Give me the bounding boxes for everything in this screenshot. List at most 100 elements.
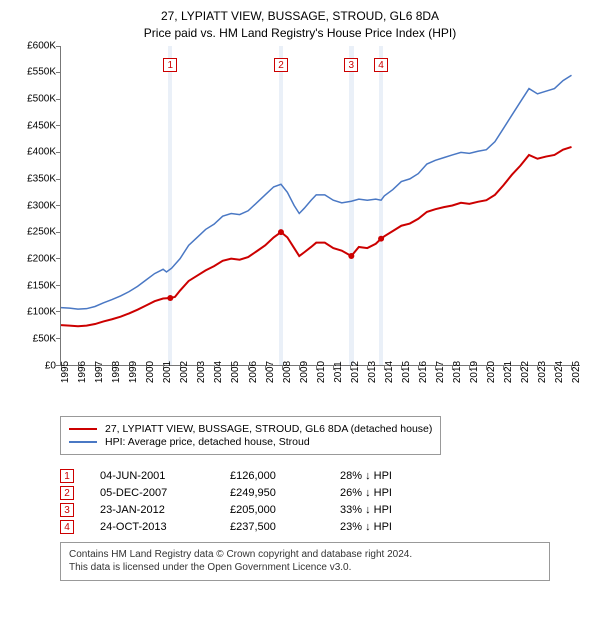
y-tick-label: £500K xyxy=(27,93,56,104)
y-tick-label: £350K xyxy=(27,173,56,184)
price-line xyxy=(61,147,572,326)
y-tick-mark xyxy=(56,258,61,259)
y-tick-mark xyxy=(56,99,61,100)
y-tick-label: £50K xyxy=(33,333,56,344)
x-tick-label: 2019 xyxy=(469,360,487,382)
x-tick-label: 2021 xyxy=(503,360,521,382)
tx-delta: 28% ↓ HPI xyxy=(340,470,430,482)
y-tick-mark xyxy=(56,338,61,339)
x-tick-label: 1996 xyxy=(77,360,95,382)
x-tick-label: 2009 xyxy=(299,360,317,382)
transactions-table: 1 04-JUN-2001 £126,000 28% ↓ HPI 2 05-DE… xyxy=(60,469,590,534)
tx-price: £126,000 xyxy=(230,470,340,482)
x-tick-label: 2001 xyxy=(162,360,180,382)
x-tick-label: 2006 xyxy=(248,360,266,382)
x-tick-label: 2007 xyxy=(265,360,283,382)
transaction-row: 4 24-OCT-2013 £237,500 23% ↓ HPI xyxy=(60,520,590,534)
page-container: 27, LYPIATT VIEW, BUSSAGE, STROUD, GL6 8… xyxy=(0,0,600,591)
chart-title-line1: 27, LYPIATT VIEW, BUSSAGE, STROUD, GL6 8… xyxy=(10,8,590,25)
tx-price: £237,500 xyxy=(230,521,340,533)
x-tick-label: 1997 xyxy=(94,360,112,382)
tx-marker-3: 3 xyxy=(60,503,74,517)
y-tick-label: £200K xyxy=(27,253,56,264)
legend-swatch-price xyxy=(69,428,97,430)
tx-marker-2: 2 xyxy=(60,486,74,500)
tx-date: 04-JUN-2001 xyxy=(100,470,230,482)
x-tick-label: 2025 xyxy=(571,360,589,382)
tx-delta: 33% ↓ HPI xyxy=(340,504,430,516)
x-tick-label: 2017 xyxy=(435,360,453,382)
x-tick-label: 2000 xyxy=(145,360,163,382)
x-axis-labels: 1995199619971998199920002001200220032004… xyxy=(60,366,580,390)
transaction-row: 2 05-DEC-2007 £249,950 26% ↓ HPI xyxy=(60,486,590,500)
chart-marker-4: 4 xyxy=(374,58,388,72)
x-tick-label: 2022 xyxy=(520,360,538,382)
x-tick-label: 2018 xyxy=(452,360,470,382)
x-tick-label: 2010 xyxy=(316,360,334,382)
plot-area: 1234 xyxy=(60,46,580,366)
transaction-row: 1 04-JUN-2001 £126,000 28% ↓ HPI xyxy=(60,469,590,483)
x-tick-label: 2008 xyxy=(282,360,300,382)
x-tick-label: 2015 xyxy=(401,360,419,382)
y-tick-label: £400K xyxy=(27,147,56,158)
legend-label-price: 27, LYPIATT VIEW, BUSSAGE, STROUD, GL6 8… xyxy=(105,423,432,435)
attribution-box: Contains HM Land Registry data © Crown c… xyxy=(60,542,550,581)
chart-area: £0£50K£100K£150K£200K£250K£300K£350K£400… xyxy=(60,46,580,386)
y-tick-mark xyxy=(56,311,61,312)
y-axis-labels: £0£50K£100K£150K£200K£250K£300K£350K£400… xyxy=(10,46,58,366)
tx-marker-4: 4 xyxy=(60,520,74,534)
chart-marker-3: 3 xyxy=(344,58,358,72)
attribution-line1: Contains HM Land Registry data © Crown c… xyxy=(69,548,541,562)
legend-label-hpi: HPI: Average price, detached house, Stro… xyxy=(105,436,310,448)
x-tick-label: 2004 xyxy=(213,360,231,382)
x-tick-label: 2014 xyxy=(384,360,402,382)
tx-delta: 26% ↓ HPI xyxy=(340,487,430,499)
y-tick-label: £250K xyxy=(27,227,56,238)
y-tick-label: £0 xyxy=(45,360,56,371)
tx-price: £205,000 xyxy=(230,504,340,516)
x-tick-label: 2012 xyxy=(350,360,368,382)
attribution-line2: This data is licensed under the Open Gov… xyxy=(69,561,541,575)
y-tick-mark xyxy=(56,72,61,73)
legend-item-price: 27, LYPIATT VIEW, BUSSAGE, STROUD, GL6 8… xyxy=(69,423,432,435)
hpi-line xyxy=(61,75,572,309)
legend-item-hpi: HPI: Average price, detached house, Stro… xyxy=(69,436,432,448)
y-tick-mark xyxy=(56,179,61,180)
y-tick-mark xyxy=(56,285,61,286)
price-dot xyxy=(348,253,354,259)
x-tick-label: 2016 xyxy=(418,360,436,382)
x-tick-label: 1998 xyxy=(111,360,129,382)
x-tick-label: 2002 xyxy=(179,360,197,382)
y-tick-mark xyxy=(56,232,61,233)
y-tick-mark xyxy=(56,125,61,126)
y-tick-label: £150K xyxy=(27,280,56,291)
legend: 27, LYPIATT VIEW, BUSSAGE, STROUD, GL6 8… xyxy=(60,416,441,455)
legend-swatch-hpi xyxy=(69,441,97,443)
x-tick-label: 2003 xyxy=(196,360,214,382)
y-tick-mark xyxy=(56,152,61,153)
tx-date: 24-OCT-2013 xyxy=(100,521,230,533)
transaction-row: 3 23-JAN-2012 £205,000 33% ↓ HPI xyxy=(60,503,590,517)
x-tick-label: 2023 xyxy=(537,360,555,382)
x-tick-label: 1999 xyxy=(128,360,146,382)
x-tick-label: 2011 xyxy=(333,361,351,383)
chart-title-line2: Price paid vs. HM Land Registry's House … xyxy=(10,25,590,42)
tx-price: £249,950 xyxy=(230,487,340,499)
y-tick-mark xyxy=(56,205,61,206)
y-tick-label: £600K xyxy=(27,40,56,51)
y-tick-mark xyxy=(56,46,61,47)
y-tick-label: £450K xyxy=(27,120,56,131)
tx-date: 05-DEC-2007 xyxy=(100,487,230,499)
chart-svg xyxy=(61,46,580,365)
chart-title-block: 27, LYPIATT VIEW, BUSSAGE, STROUD, GL6 8… xyxy=(10,8,590,42)
price-dot xyxy=(167,295,173,301)
tx-delta: 23% ↓ HPI xyxy=(340,521,430,533)
y-tick-label: £100K xyxy=(27,307,56,318)
y-tick-label: £300K xyxy=(27,200,56,211)
tx-date: 23-JAN-2012 xyxy=(100,504,230,516)
x-tick-label: 2020 xyxy=(486,360,504,382)
x-tick-label: 2005 xyxy=(230,360,248,382)
x-tick-label: 2013 xyxy=(367,360,385,382)
chart-marker-2: 2 xyxy=(274,58,288,72)
tx-marker-1: 1 xyxy=(60,469,74,483)
